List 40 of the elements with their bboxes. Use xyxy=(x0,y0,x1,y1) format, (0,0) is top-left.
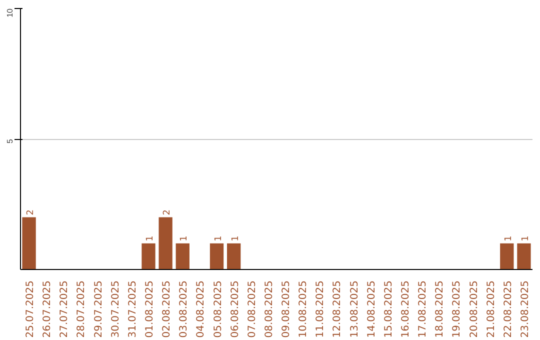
x-tick-label: 01.08.2025 xyxy=(144,280,156,338)
x-tick-label: 16.08.2025 xyxy=(400,280,412,338)
data-label: 1 xyxy=(146,236,156,242)
x-tick-label: 25.07.2025 xyxy=(25,280,36,338)
data-label: 2 xyxy=(162,210,173,216)
x-tick-label: 09.08.2025 xyxy=(281,280,292,338)
x-tick-label: 15.08.2025 xyxy=(383,280,394,338)
data-label: 1 xyxy=(504,236,514,242)
x-tick-label: 05.08.2025 xyxy=(212,280,224,338)
data-label: 1 xyxy=(180,236,190,242)
x-tick-label: 06.08.2025 xyxy=(230,280,241,338)
x-tick-label: 02.08.2025 xyxy=(162,280,173,338)
y-tick-label: 10 xyxy=(6,8,14,18)
x-tick-label: 18.08.2025 xyxy=(434,280,446,338)
x-tick-label: 20.08.2025 xyxy=(468,280,480,338)
x-tick-label: 30.07.2025 xyxy=(110,280,122,338)
data-label: 1 xyxy=(520,236,531,242)
x-tick-label: 08.08.2025 xyxy=(264,280,275,338)
x-tick-label: 26.07.2025 xyxy=(42,280,54,338)
x-tick-label: 29.07.2025 xyxy=(93,280,104,338)
x-tick-label: 11.08.2025 xyxy=(315,280,326,338)
x-tick-label: 10.08.2025 xyxy=(298,280,310,338)
x-tick-label: 13.08.2025 xyxy=(349,280,360,338)
data-label: 1 xyxy=(214,236,224,242)
x-tick-label: 27.07.2025 xyxy=(59,280,70,338)
x-tick-label: 07.08.2025 xyxy=(246,280,258,338)
x-tick-label: 17.08.2025 xyxy=(418,280,429,338)
x-tick-label: 19.08.2025 xyxy=(452,280,463,338)
x-tick-label: 22.08.2025 xyxy=(502,280,514,338)
x-tick-label: 12.08.2025 xyxy=(332,280,344,338)
y-tick-label: 5 xyxy=(6,138,14,144)
data-label: 1 xyxy=(230,236,241,242)
x-tick-label: 23.08.2025 xyxy=(520,280,531,338)
x-tick-label: 14.08.2025 xyxy=(366,280,378,338)
x-tick-label: 21.08.2025 xyxy=(486,280,497,338)
x-tick-label: 28.07.2025 xyxy=(76,280,88,338)
x-tick-label: 31.07.2025 xyxy=(127,280,138,338)
x-tick-label: 03.08.2025 xyxy=(178,280,190,338)
data-label: 2 xyxy=(26,210,36,216)
x-tick-label: 04.08.2025 xyxy=(196,280,207,338)
